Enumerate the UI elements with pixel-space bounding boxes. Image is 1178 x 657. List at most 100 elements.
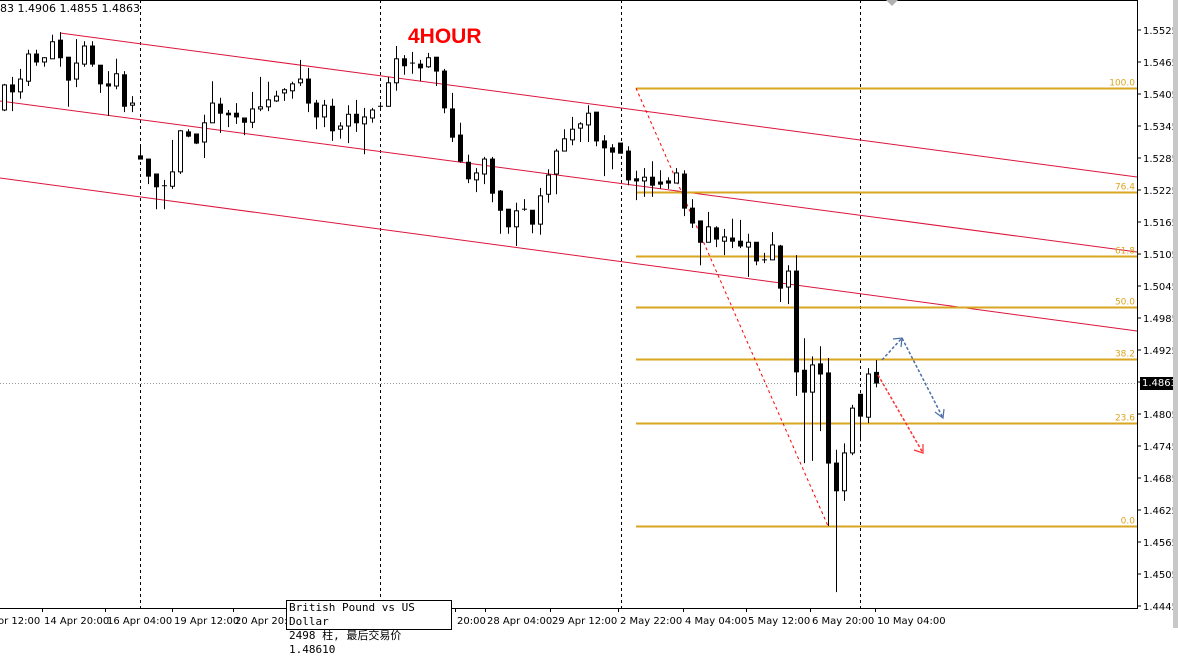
- candle-body: [122, 74, 127, 107]
- candle: [66, 56, 71, 107]
- candle-body: [858, 393, 863, 417]
- candle: [290, 81, 295, 99]
- candle-body: [138, 155, 143, 160]
- time-tick-label: 14 Apr 20:00: [44, 616, 109, 627]
- candle: [538, 187, 543, 235]
- candle-body: [722, 236, 727, 242]
- candle-body: [218, 103, 223, 114]
- candle: [362, 107, 367, 155]
- time-tick-label: 5 May 12:00: [748, 616, 810, 627]
- candle: [626, 146, 631, 186]
- candle-body: [594, 111, 599, 142]
- candle-body: [810, 364, 815, 393]
- regression-channel[interactable]: [0, 32, 1138, 332]
- channel-line[interactable]: [0, 100, 1138, 253]
- candle-body: [746, 241, 751, 248]
- candle-body: [314, 102, 319, 118]
- candles: [2, 32, 879, 593]
- candle-body: [194, 133, 199, 144]
- candle-body: [682, 173, 687, 209]
- price-chart[interactable]: 100.0 76.4 61.8 50.0 38.2 23.6 0.0 4HOUR 1.552…: [0, 0, 1178, 628]
- fibonacci-retracement[interactable]: 100.0 76.4 61.8 50.0 38.2 23.6 0.0: [636, 79, 1137, 528]
- candle: [610, 144, 615, 170]
- candle-body: [578, 123, 583, 129]
- candle: [170, 139, 175, 189]
- candle-body: [242, 117, 247, 123]
- candle-body: [530, 209, 535, 225]
- candle: [682, 170, 687, 217]
- candle: [634, 170, 639, 201]
- fibonacci-trendline[interactable]: [635, 87, 829, 527]
- candle: [218, 97, 223, 133]
- time-tick-label: 28 Apr 04:00: [487, 616, 552, 627]
- price-tick-label: 1.4985: [1143, 314, 1178, 325]
- arrowhead-icon: [892, 337, 903, 348]
- candle: [394, 46, 399, 91]
- candle: [554, 148, 559, 195]
- candle: [818, 346, 823, 432]
- fib-level-label: 61.8: [1115, 247, 1135, 257]
- candle-body: [322, 104, 327, 118]
- arrowhead-icon: [913, 444, 924, 454]
- candle: [410, 51, 415, 74]
- price-tick-label: 1.4805: [1143, 410, 1178, 421]
- candle: [754, 241, 759, 266]
- price-tick-label: 1.4925: [1143, 346, 1178, 357]
- candle: [122, 71, 127, 113]
- candle-body: [18, 78, 23, 93]
- candle-body: [474, 172, 479, 181]
- candle-body: [738, 240, 743, 247]
- candle-body: [754, 241, 759, 262]
- candle: [346, 105, 351, 144]
- price-tick-label: 1.5225: [1143, 186, 1178, 197]
- candle: [586, 105, 591, 142]
- candle: [330, 98, 335, 141]
- candle: [386, 76, 391, 107]
- candle-body: [274, 95, 279, 102]
- channel-line[interactable]: [0, 177, 1138, 332]
- candle-body: [114, 73, 119, 87]
- price-tick-label: 1.4685: [1143, 474, 1178, 485]
- scrollbar[interactable]: [1173, 0, 1178, 628]
- price-tick-label: 1.5465: [1143, 58, 1178, 69]
- candle-body: [354, 113, 359, 124]
- candle: [762, 252, 767, 264]
- time-tick-label: 10 May 04:00: [877, 616, 946, 627]
- candle: [250, 91, 255, 129]
- candle: [778, 244, 783, 302]
- price-tick-label: 1.5045: [1143, 282, 1178, 293]
- candle: [194, 133, 199, 145]
- fib-level-label: 38.2: [1115, 350, 1135, 360]
- candle: [354, 99, 359, 132]
- time-tick-label: 4 May 04:00: [685, 616, 747, 627]
- candle-body: [282, 89, 287, 94]
- scroll-marker-icon: [886, 0, 898, 6]
- candle-body: [514, 210, 519, 228]
- candle-body: [466, 161, 471, 180]
- candle: [138, 144, 143, 160]
- candle-body: [506, 208, 511, 228]
- time-tick-label: 29 Apr 12:00: [552, 616, 617, 627]
- candle: [834, 449, 839, 593]
- projection-up-arrow[interactable]: [881, 336, 944, 419]
- projection-down-arrow[interactable]: [877, 374, 924, 454]
- candle: [498, 190, 503, 234]
- candle-body: [146, 158, 151, 177]
- candle-body: [730, 237, 735, 242]
- candle: [90, 41, 95, 67]
- candle-body: [426, 57, 431, 68]
- candle: [298, 59, 303, 86]
- candle-body: [866, 373, 871, 418]
- projection-arrows[interactable]: [877, 336, 945, 454]
- candle: [266, 81, 271, 112]
- candle-body: [258, 106, 263, 110]
- price-tick-label: 1.5525: [1143, 26, 1178, 37]
- candle: [370, 107, 375, 123]
- channel-line[interactable]: [59, 32, 1138, 178]
- candle: [178, 130, 183, 174]
- candle-body: [770, 244, 775, 261]
- candle: [602, 135, 607, 177]
- candle: [426, 52, 431, 68]
- candle: [858, 393, 863, 442]
